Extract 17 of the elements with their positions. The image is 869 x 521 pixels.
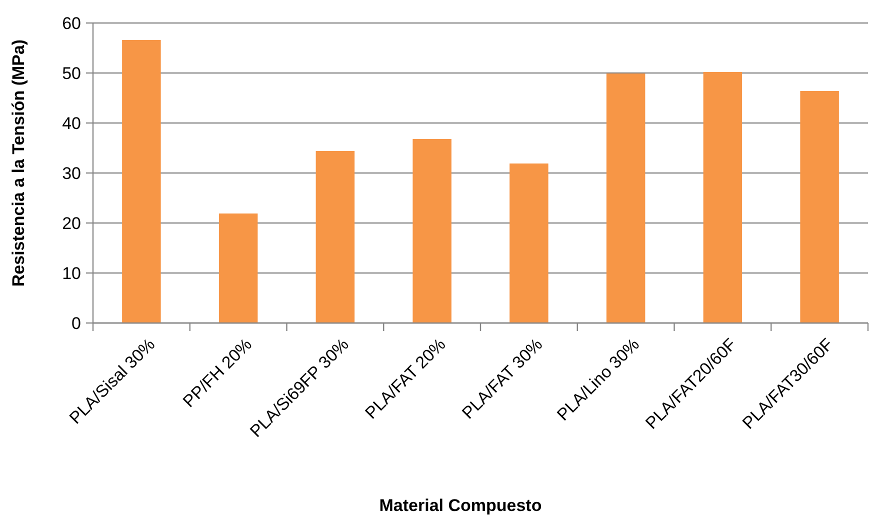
y-tick-label: 60	[62, 14, 81, 33]
y-tick-label: 50	[62, 64, 81, 83]
bar	[122, 40, 161, 323]
x-axis-title: Material Compuesto	[379, 496, 542, 515]
bar	[412, 139, 452, 323]
bar	[316, 151, 355, 323]
y-tick-label: 40	[62, 114, 81, 133]
y-tick-label: 30	[62, 164, 81, 183]
bar	[510, 164, 548, 323]
bar	[606, 74, 646, 323]
bar	[703, 72, 742, 323]
bar	[800, 91, 839, 323]
y-tick-label: 20	[62, 214, 81, 233]
bar	[218, 214, 258, 323]
y-tick-label: 10	[62, 264, 81, 283]
y-axis-title: Resistencia a la Tensión (MPa)	[9, 39, 28, 287]
y-tick-label: 0	[72, 314, 81, 333]
